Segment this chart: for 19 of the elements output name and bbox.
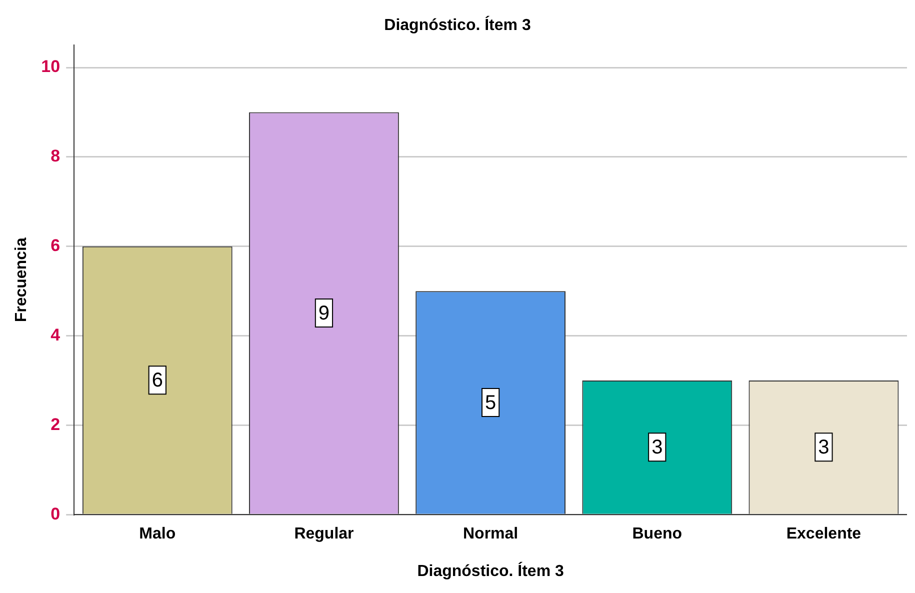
data-label: 3: [818, 436, 830, 459]
y-tick-label: 10: [41, 57, 60, 76]
x-tick-label: Regular: [294, 526, 354, 543]
y-tick-label: 6: [50, 236, 60, 256]
data-label: 5: [484, 392, 496, 414]
y-tick-label: 8: [50, 146, 60, 166]
y-tick-label: 4: [50, 325, 61, 344]
x-tick-label: Excelente: [786, 526, 862, 543]
x-tick-label: Malo: [139, 526, 176, 543]
x-tick-label: Normal: [462, 526, 518, 543]
x-axis-title: Diagnóstico. Ítem 3: [417, 560, 564, 580]
x-tick-label: Bueno: [632, 526, 682, 543]
data-label: 9: [318, 302, 330, 325]
y-tick-label: 2: [50, 414, 60, 434]
y-axis-title: Frecuencia: [13, 238, 30, 322]
y-tick-label: 0: [50, 504, 60, 524]
data-label: 3: [652, 436, 663, 459]
data-label: 6: [152, 370, 163, 392]
chart-title: Diagnóstico. Ítem 3: [384, 15, 531, 34]
